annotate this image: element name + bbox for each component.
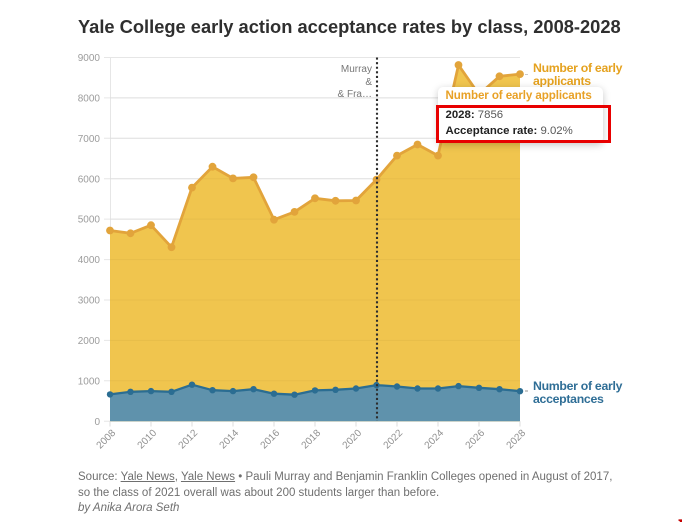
svg-text:2016: 2016 <box>259 428 283 452</box>
svg-text:2022: 2022 <box>382 428 406 452</box>
svg-text:6000: 6000 <box>78 174 101 185</box>
svg-text:0: 0 <box>94 417 100 428</box>
svg-text:2008: 2008 <box>95 428 119 452</box>
svg-text:4000: 4000 <box>78 255 101 266</box>
svg-text:9000: 9000 <box>78 53 101 64</box>
svg-text:2028: 2028 <box>505 428 529 452</box>
svg-text:2012: 2012 <box>177 428 201 452</box>
svg-text:2026: 2026 <box>464 428 488 452</box>
svg-text:2024: 2024 <box>423 428 447 452</box>
svg-text:8000: 8000 <box>78 94 101 105</box>
svg-text:2020: 2020 <box>341 428 365 452</box>
svg-text:2018: 2018 <box>300 428 324 452</box>
svg-text:2010: 2010 <box>136 428 160 452</box>
svg-text:7000: 7000 <box>78 134 101 145</box>
svg-text:2014: 2014 <box>218 428 242 452</box>
svg-text:1000: 1000 <box>78 376 101 387</box>
svg-text:3000: 3000 <box>78 296 101 307</box>
svg-text:2000: 2000 <box>78 336 101 347</box>
svg-text:5000: 5000 <box>78 215 101 226</box>
